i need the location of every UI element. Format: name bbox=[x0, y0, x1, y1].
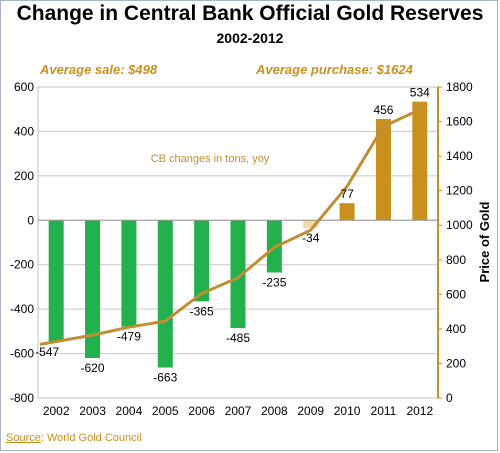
source-label[interactable]: Source bbox=[6, 432, 41, 444]
bar-2007 bbox=[230, 220, 246, 329]
y-tick-label: 600 bbox=[14, 80, 34, 94]
y2-tick-label: 200 bbox=[446, 356, 466, 370]
bar-value-label: -235 bbox=[262, 275, 286, 289]
x-tick-label: 2003 bbox=[79, 404, 106, 418]
bars bbox=[48, 101, 428, 368]
x-tick-label: 2009 bbox=[297, 404, 324, 418]
bar-value-label: -34 bbox=[302, 231, 320, 245]
chart-subtitle: 2002-2012 bbox=[216, 30, 284, 46]
bar-2012 bbox=[412, 101, 428, 221]
bar-2005 bbox=[157, 220, 173, 368]
series-note-label: CB changes in tons, yoy bbox=[151, 153, 270, 165]
y-tick-label: -800 bbox=[10, 391, 34, 405]
bar-value-label: -663 bbox=[153, 371, 177, 385]
gridlines bbox=[37, 86, 439, 399]
y2-tick-label: 0 bbox=[446, 391, 453, 405]
bar-value-label: 77 bbox=[340, 187, 354, 201]
bar-value-label: -479 bbox=[117, 330, 141, 344]
x-tick-label: 2004 bbox=[116, 404, 143, 418]
y-tick-label: 200 bbox=[14, 169, 34, 183]
y2-tick-label: 1600 bbox=[446, 115, 473, 129]
bar-2004 bbox=[121, 220, 137, 327]
bar-value-label: -547 bbox=[35, 345, 59, 359]
y2-tick-label: 400 bbox=[446, 322, 466, 336]
y2-tick-label: 600 bbox=[446, 287, 466, 301]
bar-2010 bbox=[339, 203, 355, 221]
average-purchase-annotation: Average purchase: $1624 bbox=[256, 62, 413, 77]
bar-2011 bbox=[375, 118, 391, 221]
x-tick-label: 2010 bbox=[334, 404, 361, 418]
right-axis-title: Price of Gold bbox=[477, 201, 492, 282]
x-tick-label: 2002 bbox=[43, 404, 70, 418]
labels: -547 -620 -479 -663 -365 -485 -235 -34 77 456 534 bbox=[35, 86, 430, 385]
y-tick-label: 0 bbox=[27, 213, 34, 227]
bar-value-label: 534 bbox=[410, 86, 430, 100]
source-text: : World Gold Council bbox=[40, 432, 142, 444]
chart-title: Change in Central Bank Official Gold Res… bbox=[16, 2, 484, 25]
bar-2002 bbox=[48, 220, 64, 342]
bar-value-label: 456 bbox=[373, 103, 393, 117]
x-tick-label: 2007 bbox=[225, 404, 252, 418]
x-tick-label: 2008 bbox=[261, 404, 288, 418]
bar-value-label: -365 bbox=[190, 304, 214, 318]
y2-tick-label: 800 bbox=[446, 253, 466, 267]
bar-2006 bbox=[194, 220, 210, 302]
x-tick-label: 2011 bbox=[371, 404, 397, 418]
average-sale-annotation: Average sale: $498 bbox=[40, 62, 158, 77]
y-tick-label: -600 bbox=[10, 347, 34, 361]
bar-value-label: -620 bbox=[81, 361, 105, 375]
y-tick-label: -200 bbox=[10, 258, 34, 272]
y2-tick-label: 1200 bbox=[446, 184, 473, 198]
bar-2009 bbox=[303, 220, 319, 228]
y-tick-label: 400 bbox=[14, 124, 34, 138]
y2-tick-label: 1400 bbox=[446, 149, 473, 163]
axes: 600 400 200 0 -200 -400 -600 -800 1800 1600 1400 12… bbox=[10, 80, 473, 418]
bar-2003 bbox=[85, 220, 101, 359]
x-tick-label: 2005 bbox=[152, 404, 179, 418]
x-tick-label: 2006 bbox=[188, 404, 215, 418]
source-footer: Source: World Gold Council bbox=[6, 432, 142, 444]
y2-tick-label: 1000 bbox=[446, 218, 473, 232]
y-tick-label: -400 bbox=[10, 302, 34, 316]
x-tick-label: 2012 bbox=[406, 404, 433, 418]
bar-value-label: -485 bbox=[226, 331, 250, 345]
price-line bbox=[39, 108, 421, 346]
gold-price-line bbox=[39, 108, 421, 346]
y2-tick-label: 1800 bbox=[446, 80, 473, 94]
